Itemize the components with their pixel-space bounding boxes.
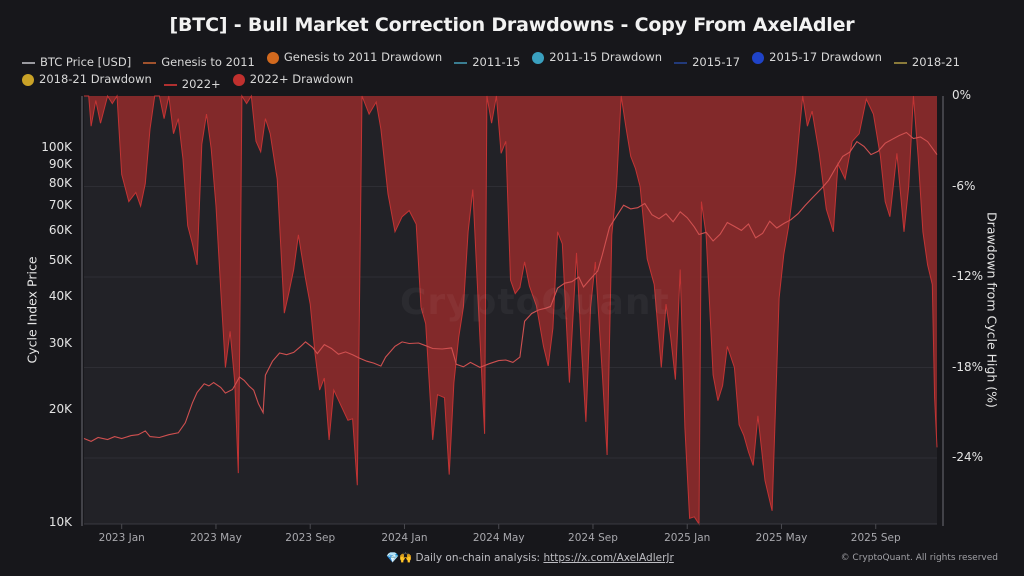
drawdown-area	[84, 96, 937, 524]
legend-dot-icon	[232, 73, 245, 86]
legend-line-icon	[22, 61, 35, 64]
right-tick-label: -6%	[952, 178, 976, 193]
copyright: © CryptoQuant. All rights reserved	[840, 553, 998, 563]
x-tick-label: 2025 May	[755, 532, 808, 544]
legend-dot-icon	[752, 51, 765, 64]
footer-link[interactable]: https://x.com/AxelAdlerJr	[543, 552, 674, 564]
legend-line-icon	[454, 61, 468, 64]
legend-label: Genesis to 2011	[161, 55, 255, 69]
legend-item[interactable]: 2022+ Drawdown	[232, 71, 354, 88]
x-tick-label: 2023 Jan	[98, 532, 145, 544]
legend-item[interactable]: 2011-15	[454, 54, 520, 71]
legend-item[interactable]: 2022+	[163, 76, 221, 93]
x-tick-label: 2024 Jan	[381, 532, 428, 544]
right-tick-label: -12%	[952, 269, 984, 283]
legend-item[interactable]: Genesis to 2011	[143, 54, 255, 71]
legend-label: 2022+	[181, 77, 221, 91]
left-tick-label: 70K	[48, 198, 72, 213]
left-tick-label: 60K	[48, 223, 72, 238]
legend-label: 2011-15 Drawdown	[549, 50, 663, 64]
x-tick-label: 2024 Sep	[568, 532, 618, 544]
legend-label: Genesis to 2011 Drawdown	[283, 50, 443, 64]
legend-item[interactable]: 2015-17 Drawdown	[752, 49, 882, 66]
legend-label: 2022+ Drawdown	[249, 72, 354, 86]
left-tick-label: 40K	[48, 289, 72, 304]
x-tick-label: 2024 May	[472, 532, 525, 544]
footer-text: Daily on-chain analysis:	[415, 552, 544, 564]
left-tick-label: 10K	[48, 515, 72, 529]
legend-label: BTC Price [USD]	[40, 55, 132, 69]
legend-item[interactable]: Genesis to 2011 Drawdown	[266, 49, 443, 66]
legend-item[interactable]: 2011-15 Drawdown	[532, 49, 662, 66]
left-tick-label: 20K	[48, 402, 72, 417]
x-tick-label: 2023 Sep	[285, 532, 336, 544]
legend-line-icon	[163, 83, 177, 86]
btc-price-line	[83, 131, 938, 443]
left-tick-label: 30K	[48, 336, 72, 351]
left-tick-label: 100K	[41, 140, 72, 154]
legend-dot-icon	[22, 73, 34, 86]
legend-label: 2018-21	[911, 55, 960, 69]
legend-line-icon	[893, 61, 907, 64]
legend-line-icon	[674, 61, 688, 64]
diamond-hands-icon: 💎🙌	[386, 552, 413, 564]
legend-item[interactable]: 2018-21 Drawdown	[22, 71, 152, 88]
x-tick-label: 2025 Sep	[850, 532, 901, 544]
legend-label: 2015-17	[692, 55, 741, 69]
drawdown-line	[84, 94, 938, 526]
legend-label: 2011-15	[472, 55, 521, 69]
legend: BTC Price [USD] Genesis to 2011 Genesis to…	[22, 49, 1012, 93]
footer: 💎🙌 Daily on-chain analysis: https://x.co…	[386, 551, 674, 564]
chart-title: [BTC] - Bull Market Correction Drawdowns…	[169, 14, 855, 36]
legend-label: 2018-21 Drawdown	[39, 72, 152, 86]
left-tick-label: 50K	[48, 252, 72, 267]
legend-item[interactable]: BTC Price [USD]	[22, 54, 131, 71]
right-tick-label: -24%	[952, 450, 984, 464]
legend-label: 2015-17 Drawdown	[769, 50, 882, 64]
right-tick-label: -18%	[952, 359, 984, 374]
legend-dot-icon	[532, 51, 545, 64]
x-tick-marks	[121, 524, 877, 529]
right-axis-label: Drawdown from Cycle High (%)	[984, 212, 1000, 408]
left-axis-label: Cycle Index Price	[24, 256, 40, 364]
x-tick-label: 2023 May	[190, 532, 242, 544]
legend-item[interactable]: 2015-17	[674, 54, 740, 71]
right-tick-label: 0%	[952, 88, 972, 102]
legend-dot-icon	[266, 51, 279, 64]
legend-line-icon	[143, 61, 157, 64]
x-tick-label: 2025 Jan	[664, 532, 711, 544]
legend-item[interactable]: 2018-21	[893, 54, 960, 71]
left-tick-label: 90K	[48, 157, 72, 172]
left-tick-label: 80K	[48, 176, 72, 191]
